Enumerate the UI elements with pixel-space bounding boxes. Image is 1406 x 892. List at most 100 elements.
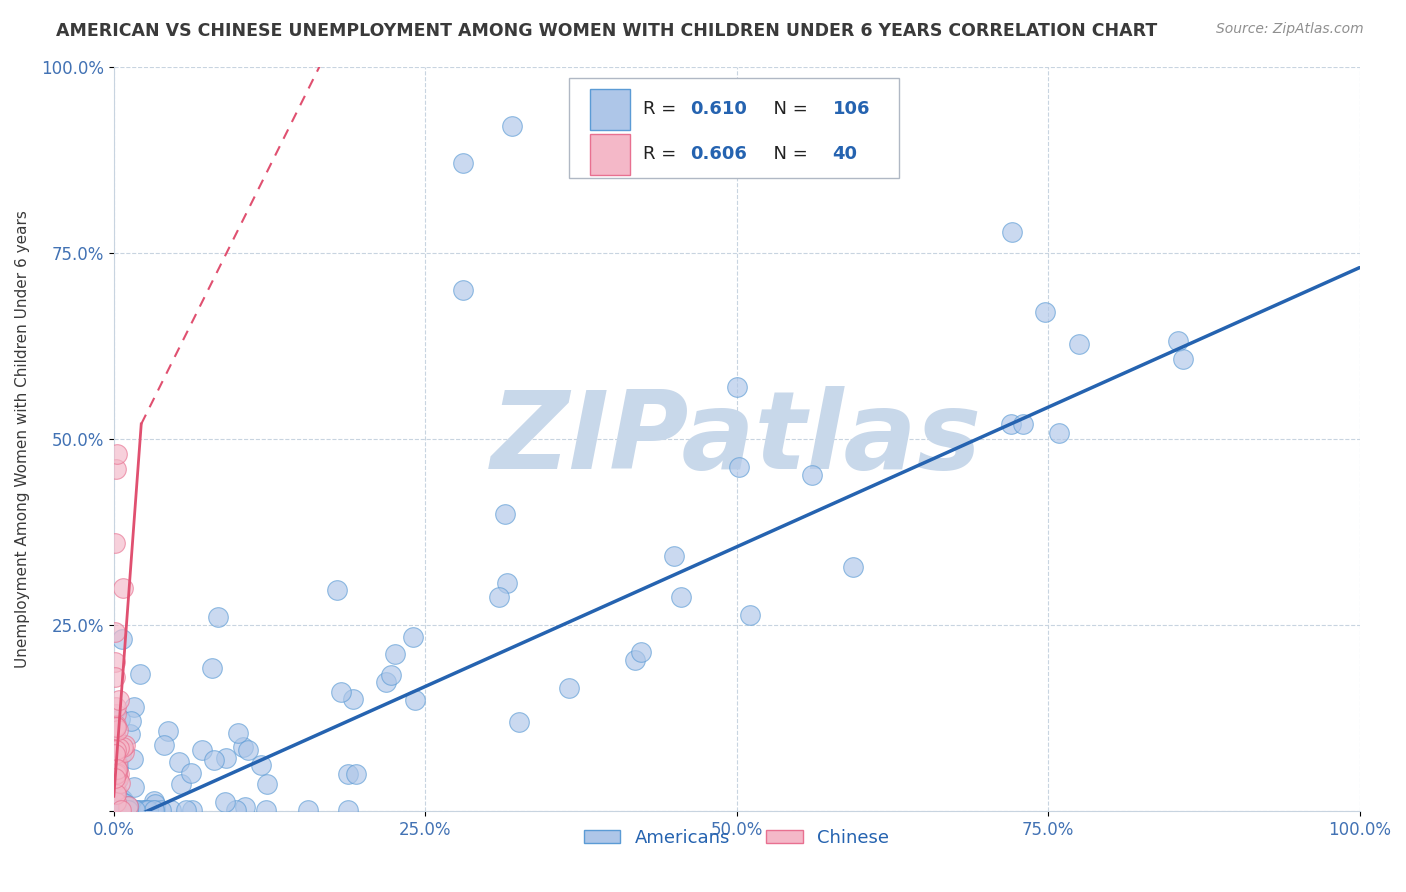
- Point: [122, 752, 145, 766]
- Point: [374, 674, 396, 689]
- Point: [112, 796, 135, 810]
- Point: [124, 804, 146, 818]
- Point: [207, 610, 229, 624]
- Point: [107, 772, 129, 787]
- Point: [1033, 304, 1056, 318]
- Point: [112, 804, 135, 818]
- Point: [104, 728, 127, 742]
- Point: [105, 804, 128, 818]
- Point: [127, 804, 149, 818]
- Point: [105, 461, 128, 475]
- Point: [232, 740, 254, 755]
- Point: [135, 804, 157, 818]
- Point: [1171, 351, 1194, 366]
- Point: [108, 776, 131, 790]
- Point: [120, 714, 142, 729]
- Text: R =: R =: [643, 145, 682, 163]
- Point: [380, 667, 402, 681]
- Point: [501, 119, 523, 133]
- Point: [104, 747, 127, 762]
- Point: [105, 447, 128, 461]
- Point: [104, 771, 127, 785]
- Point: [104, 670, 127, 684]
- Point: [105, 762, 128, 776]
- Text: 106: 106: [832, 101, 870, 119]
- Point: [135, 804, 157, 818]
- Point: [107, 723, 129, 738]
- Point: [662, 549, 685, 564]
- Bar: [589, 89, 630, 130]
- Point: [104, 764, 127, 778]
- Point: [111, 581, 134, 595]
- Point: [174, 804, 197, 818]
- Point: [118, 804, 141, 818]
- Point: [167, 756, 190, 770]
- Point: [104, 765, 127, 780]
- Point: [344, 766, 367, 780]
- Text: 40: 40: [832, 145, 858, 163]
- Text: AMERICAN VS CHINESE UNEMPLOYMENT AMONG WOMEN WITH CHILDREN UNDER 6 YEARS CORRELA: AMERICAN VS CHINESE UNEMPLOYMENT AMONG W…: [56, 22, 1157, 40]
- Point: [496, 575, 519, 590]
- Point: [115, 804, 138, 818]
- Point: [117, 804, 139, 818]
- Point: [488, 590, 510, 604]
- Point: [105, 804, 128, 818]
- Point: [122, 780, 145, 795]
- Point: [669, 590, 692, 604]
- Point: [342, 692, 364, 706]
- FancyBboxPatch shape: [568, 78, 898, 178]
- Point: [107, 756, 129, 771]
- Point: [337, 804, 360, 818]
- Point: [118, 804, 141, 818]
- Point: [402, 630, 425, 644]
- Point: [114, 738, 136, 752]
- Point: [329, 685, 352, 699]
- Point: [404, 693, 426, 707]
- Point: [180, 766, 202, 780]
- Point: [190, 742, 212, 756]
- Point: [451, 283, 474, 297]
- Point: [107, 741, 129, 756]
- Point: [105, 766, 128, 780]
- Point: [153, 738, 176, 752]
- Text: Source: ZipAtlas.com: Source: ZipAtlas.com: [1216, 22, 1364, 37]
- Point: [494, 508, 516, 522]
- Point: [105, 782, 128, 797]
- Point: [225, 804, 247, 818]
- Point: [738, 607, 761, 622]
- Point: [108, 740, 131, 755]
- Point: [105, 774, 128, 789]
- Point: [104, 625, 127, 640]
- Point: [110, 747, 132, 762]
- Point: [204, 753, 226, 767]
- Text: R =: R =: [643, 101, 682, 119]
- Point: [110, 803, 132, 817]
- Point: [104, 655, 127, 669]
- Point: [142, 804, 165, 818]
- Point: [143, 804, 166, 818]
- Point: [104, 700, 127, 714]
- Text: 0.610: 0.610: [690, 101, 748, 119]
- Point: [558, 681, 581, 696]
- Point: [180, 804, 202, 818]
- Point: [384, 648, 406, 662]
- Point: [136, 804, 159, 818]
- Point: [111, 739, 134, 754]
- Point: [236, 743, 259, 757]
- Point: [1012, 417, 1035, 431]
- Text: 0.606: 0.606: [690, 145, 748, 163]
- Text: N =: N =: [762, 101, 813, 119]
- Point: [142, 794, 165, 808]
- Point: [1047, 426, 1070, 441]
- Point: [120, 804, 142, 818]
- Point: [297, 804, 319, 818]
- Point: [105, 804, 128, 818]
- Point: [1000, 417, 1022, 431]
- Point: [104, 536, 127, 550]
- Point: [214, 795, 236, 809]
- Point: [105, 801, 128, 815]
- Point: [110, 804, 132, 818]
- Point: [110, 791, 132, 805]
- Point: [104, 719, 127, 733]
- Point: [630, 645, 652, 659]
